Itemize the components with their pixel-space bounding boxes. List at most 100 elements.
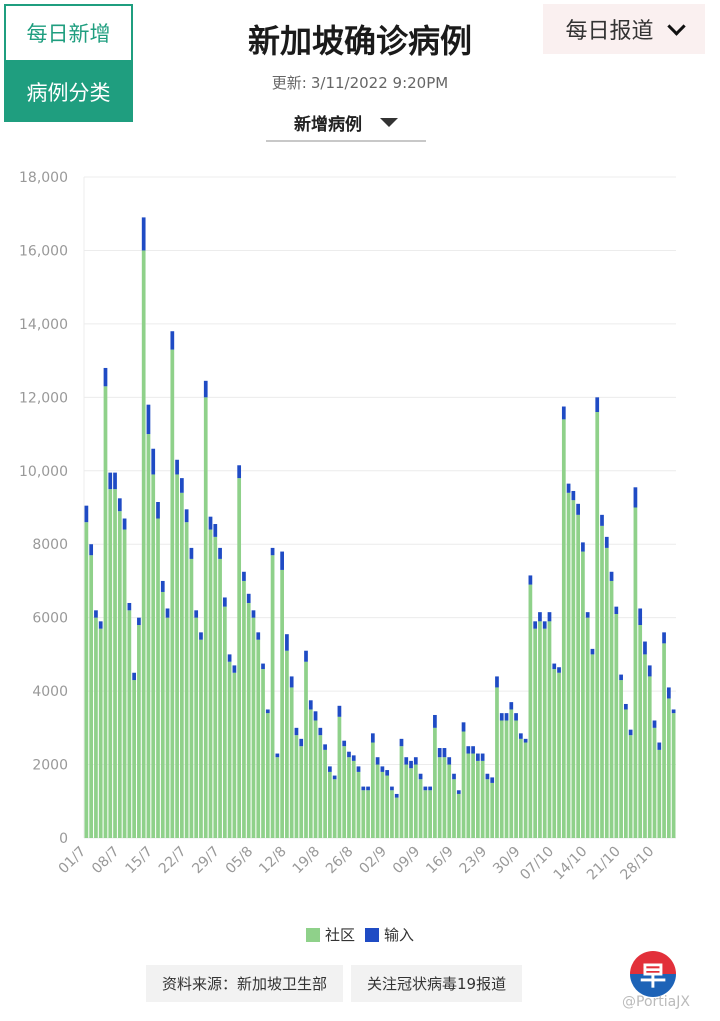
bar-community	[485, 779, 490, 838]
bar-community	[227, 661, 232, 838]
bar-community	[495, 687, 499, 838]
bar-imported	[117, 498, 122, 512]
bar-community	[585, 617, 590, 838]
x-tick-label: 14/10	[551, 844, 591, 884]
bar-community	[624, 709, 628, 838]
x-tick-label: 08/7	[89, 844, 123, 878]
bar-imported	[428, 786, 432, 791]
bar-imported	[361, 786, 366, 791]
x-tick-label: 29/7	[189, 844, 223, 878]
bar-imported	[619, 674, 623, 681]
x-tick-label: 15/7	[122, 844, 156, 878]
bar-community	[604, 547, 609, 838]
source-chip-coverage[interactable]: 关注冠状病毒19报道	[351, 965, 523, 1002]
bar-imported	[246, 593, 251, 603]
bar-community	[361, 790, 366, 838]
metric-dropdown[interactable]: 新增病例	[266, 104, 426, 142]
bar-imported	[299, 738, 304, 747]
x-tick-label: 12/8	[256, 844, 290, 878]
bar-community	[160, 591, 165, 838]
bar-imported	[89, 544, 94, 556]
bar-community	[108, 489, 113, 838]
y-tick-label: 8000	[32, 537, 68, 553]
bar-imported	[581, 542, 585, 552]
bar-imported	[609, 571, 614, 581]
bar-imported	[113, 472, 117, 490]
bar-imported	[399, 738, 404, 747]
legend-item-imported[interactable]: 输入	[365, 924, 414, 945]
bar-imported	[108, 472, 113, 490]
bar-community	[418, 779, 423, 838]
bar-community	[514, 720, 518, 838]
bar-community	[628, 735, 633, 838]
bar-imported	[394, 793, 399, 798]
bar-community	[423, 790, 428, 838]
source-chip-moh[interactable]: 资料来源：新加坡卫生部	[146, 965, 344, 1002]
bar-community	[643, 654, 647, 838]
bar-community	[442, 757, 447, 838]
legend-item-community[interactable]: 社区	[305, 924, 355, 945]
x-tick-label: 19/8	[290, 844, 324, 878]
bar-community	[151, 474, 156, 838]
bar-imported	[418, 773, 423, 780]
tab-daily-new[interactable]: 每日新增	[4, 4, 133, 62]
bar-imported	[590, 648, 595, 655]
bar-imported	[643, 641, 647, 655]
bar-imported	[137, 617, 141, 626]
bar-community	[237, 478, 242, 838]
bar-community	[504, 720, 509, 838]
bar-imported	[461, 722, 466, 732]
bar-community	[370, 742, 375, 838]
bar-community	[394, 797, 399, 838]
bar-community	[165, 617, 170, 838]
bar-community	[189, 558, 194, 838]
bar-imported	[84, 505, 89, 523]
bar-imported	[647, 665, 652, 677]
bar-imported	[380, 766, 385, 772]
caret-down-icon	[380, 117, 398, 127]
bar-imported	[528, 575, 533, 585]
tab-case-classification[interactable]: 病例分类	[4, 62, 133, 122]
bar-community	[308, 709, 313, 838]
x-tick-label: 02/9	[356, 844, 390, 878]
bar-community	[132, 680, 136, 838]
bar-community	[84, 522, 89, 838]
bar-imported	[199, 632, 203, 640]
bar-imported	[132, 672, 136, 681]
bar-community	[409, 768, 413, 838]
bar-imported	[437, 748, 442, 758]
bar-community	[285, 650, 289, 838]
bar-imported	[122, 518, 127, 530]
bar-community	[571, 500, 576, 838]
bar-imported	[213, 524, 218, 537]
bar-community	[666, 698, 671, 838]
bar-imported	[624, 703, 628, 710]
bar-imported	[571, 490, 576, 501]
bar-imported	[495, 676, 499, 688]
bar-community	[156, 518, 160, 838]
bar-community	[619, 680, 623, 838]
bar-imported	[98, 621, 103, 629]
bar-community	[184, 522, 189, 838]
bar-community	[476, 760, 480, 838]
bar-imported	[523, 738, 528, 743]
report-dropdown[interactable]: 每日报道	[543, 4, 705, 54]
x-tick-label: 28/10	[617, 844, 657, 884]
bar-imported	[265, 709, 270, 714]
bar-imported	[633, 487, 638, 508]
bar-community	[328, 771, 332, 838]
bar-imported	[227, 654, 232, 662]
bar-community	[399, 746, 404, 838]
x-tick-label: 16/9	[423, 844, 457, 878]
bar-community	[480, 760, 485, 838]
bar-community	[213, 536, 218, 838]
bar-imported	[576, 503, 580, 515]
bar-imported	[189, 547, 194, 559]
bar-imported	[375, 757, 380, 765]
bar-community	[518, 738, 523, 838]
bar-imported	[533, 621, 538, 629]
bar-community	[547, 621, 552, 838]
bar-community	[428, 790, 432, 838]
bar-imported	[504, 713, 509, 721]
y-tick-label: 0	[59, 831, 68, 847]
